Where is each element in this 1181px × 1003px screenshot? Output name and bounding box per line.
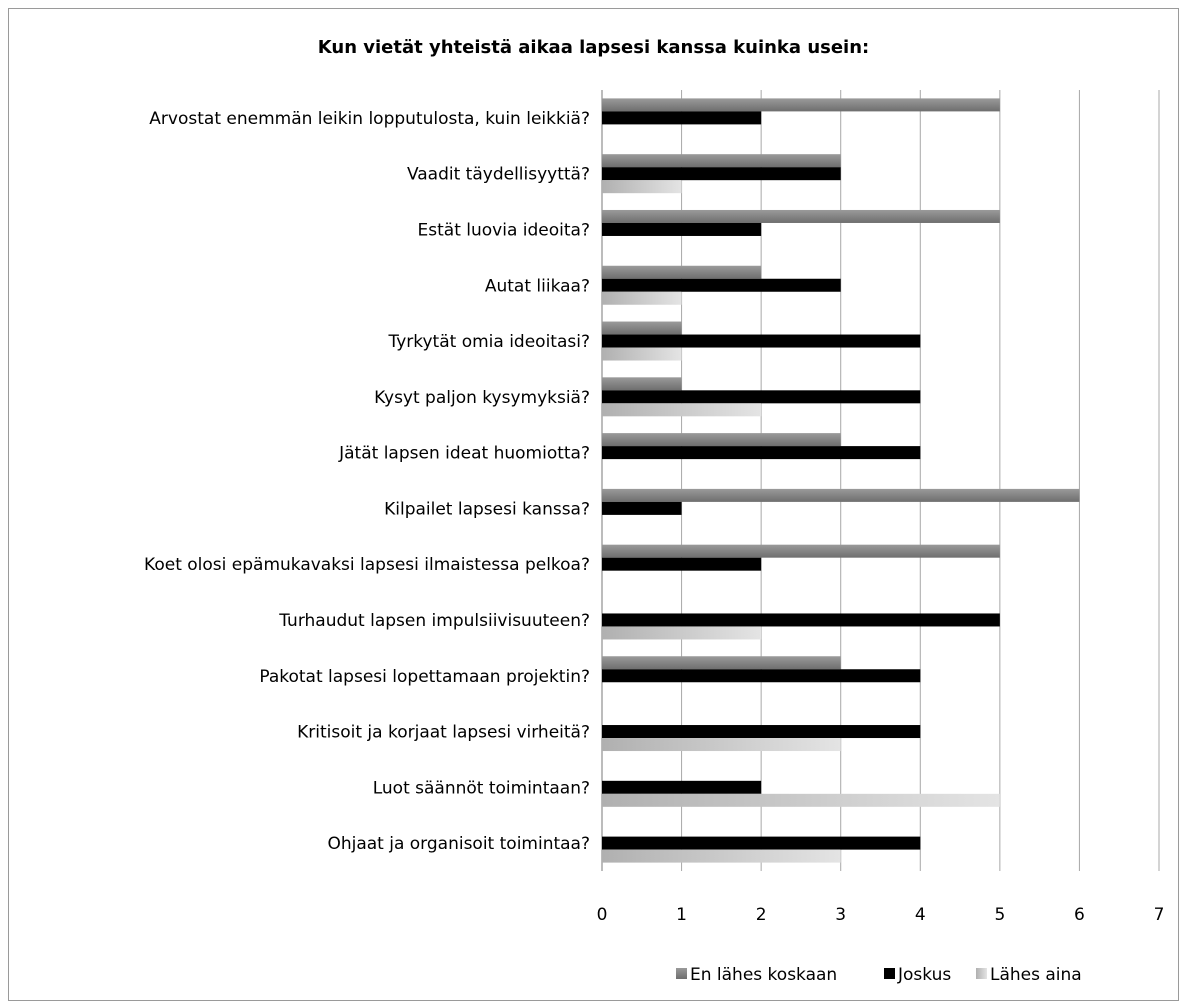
category-label: Kysyt paljon kysymyksiä? — [374, 388, 590, 408]
bar-3-14 — [602, 849, 841, 863]
bar-2-4 — [602, 278, 841, 292]
bar-2-7 — [602, 446, 921, 460]
category-label: Kilpailet lapsesi kanssa? — [384, 499, 590, 519]
bar-1-4 — [602, 265, 762, 279]
bar-2-13 — [602, 780, 762, 794]
x-tick-label: 5 — [994, 905, 1005, 925]
x-tick-label: 0 — [597, 905, 608, 925]
category-label: Estät luovia ideoita? — [418, 220, 590, 240]
category-label: Vaadit täydellisyyttä? — [407, 165, 590, 185]
bar-1-9 — [602, 544, 1000, 558]
bar-3-12 — [602, 738, 841, 752]
x-tick-label: 4 — [915, 905, 926, 925]
bar-2-9 — [602, 557, 762, 571]
x-tick-label: 6 — [1074, 905, 1085, 925]
bar-3-6 — [602, 403, 762, 417]
legend: En lähes koskaan Joskus Lähes aina — [676, 965, 1082, 985]
legend-swatch-3 — [976, 968, 987, 979]
bar-1-11 — [602, 656, 841, 670]
category-label: Tyrkytät omia ideoitasi? — [387, 332, 590, 352]
bar-1-3 — [602, 209, 1000, 223]
bar-2-3 — [602, 222, 762, 236]
bar-2-12 — [602, 725, 921, 739]
bar-2-8 — [602, 501, 682, 515]
category-label: Arvostat enemmän leikin lopputulosta, ku… — [149, 109, 590, 129]
bar-3-2 — [602, 180, 682, 194]
x-tick-label: 1 — [676, 905, 687, 925]
category-label: Ohjaat ja organisoit toimintaa? — [327, 834, 590, 854]
bar-1-2 — [602, 154, 841, 168]
bar-2-2 — [602, 167, 841, 181]
bar-3-5 — [602, 347, 682, 361]
bar-3-4 — [602, 291, 682, 305]
bar-2-5 — [602, 334, 921, 348]
bars — [602, 98, 1080, 863]
x-tick-label: 3 — [835, 905, 846, 925]
category-label: Jätät lapsen ideat huomiotta? — [338, 444, 590, 464]
x-axis-tick-labels: 0 1 2 3 4 5 6 7 — [597, 905, 1165, 925]
category-label: Kritisoit ja korjaat lapsesi virheitä? — [297, 723, 590, 743]
bar-1-7 — [602, 433, 841, 447]
bar-1-1 — [602, 98, 1000, 112]
x-tick-label: 7 — [1154, 905, 1165, 925]
category-label: Luot säännöt toimintaan? — [373, 778, 590, 798]
category-label: Koet olosi epämukavaksi lapsesi ilmaiste… — [144, 555, 590, 575]
bar-3-13 — [602, 793, 1000, 807]
bar-2-1 — [602, 111, 762, 125]
bar-1-6 — [602, 377, 682, 391]
x-tick-label: 2 — [756, 905, 767, 925]
bar-2-6 — [602, 390, 921, 404]
legend-label-1: En lähes koskaan — [690, 965, 837, 985]
chart-title: Kun vietät yhteistä aikaa lapsesi kanssa… — [317, 37, 870, 58]
bar-2-10 — [602, 613, 1000, 627]
legend-label-2: Joskus — [897, 965, 951, 985]
category-labels: Arvostat enemmän leikin lopputulosta, ku… — [144, 109, 590, 854]
category-label: Pakotat lapsesi lopettamaan projektin? — [259, 667, 590, 687]
bar-2-11 — [602, 669, 921, 683]
bar-2-14 — [602, 836, 921, 850]
bar-1-5 — [602, 321, 682, 335]
legend-swatch-1 — [676, 968, 687, 979]
legend-label-3: Lähes aina — [990, 965, 1082, 985]
bar-1-8 — [602, 488, 1080, 502]
legend-swatch-2 — [884, 968, 895, 979]
bar-3-10 — [602, 626, 762, 640]
chart-frame: Kun vietät yhteistä aikaa lapsesi kanssa… — [8, 8, 1179, 1001]
category-label: Turhaudut lapsen impulsiivisuuteen? — [278, 611, 590, 631]
grid-lines — [601, 90, 1160, 871]
category-label: Autat liikaa? — [485, 276, 590, 296]
